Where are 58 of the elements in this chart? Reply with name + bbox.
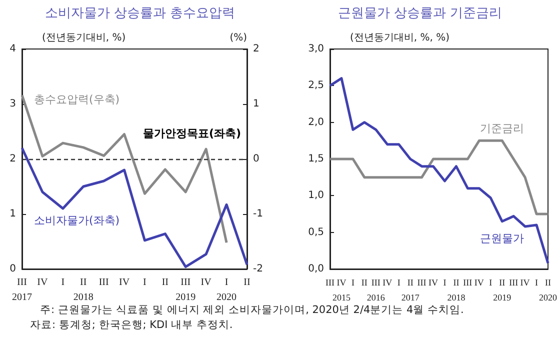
x-tick-label: III (417, 278, 426, 288)
x-tick-label: III (463, 278, 472, 288)
series-label: 소비자물가(좌축) (34, 214, 120, 227)
text: 주: 근원물가는 식료품 및 에너지 제외 소비자물가이며, 2020년 2/4분기는 4월 수치임. (39, 303, 464, 318)
x-tick-label: IV (37, 277, 49, 288)
x-tick-label: I (143, 277, 146, 288)
x-tick-label: I (443, 278, 446, 288)
y-axis-title: (전년동기대비, %) (42, 32, 126, 44)
line-series (328, 139, 550, 216)
y-tick-label: 1 (10, 208, 16, 220)
x-tick-label: IV (428, 278, 439, 288)
chart-title: 근원물가 상승률과 기준금리 (338, 6, 502, 21)
y-tick-label: 0,5 (308, 226, 324, 238)
x-tick-label: I (351, 278, 354, 288)
y-tick-label: 0 (10, 264, 16, 274)
y2-tick-label: -1 (253, 208, 263, 220)
x-tick-label: I (61, 277, 65, 288)
x-tick-label: III (98, 277, 109, 288)
y-tick-label: 0,0 (308, 264, 324, 274)
y-tick-label: 4 (10, 44, 16, 54)
y-axis-title: (전년동기대비, %, %) (350, 32, 450, 44)
x-tick-label: IV (382, 278, 393, 288)
x-tick-label: IV (200, 277, 212, 288)
x-tick-label: II (361, 278, 368, 288)
x-tick-label: IV (118, 277, 130, 288)
x-tick-label: II 2018 (73, 277, 94, 303)
line-series (328, 77, 550, 264)
y2-tick-label: 0 (253, 154, 260, 164)
x-tick-label: I 2020 (216, 277, 237, 303)
x-tick-label: I (397, 278, 400, 288)
x-tick-label: II 2020 (539, 278, 558, 302)
y-tick-label: 2 (10, 154, 16, 164)
y2-axis-title: (%) (230, 32, 248, 44)
y-tick-label: 1,0 (308, 190, 324, 202)
y-tick-label: 2,0 (308, 116, 324, 128)
y-tick-label: 1,5 (308, 154, 324, 164)
y-tick-label: 2,5 (308, 80, 324, 92)
chart-title: 소비자물가 상승률과 총수요압력 (44, 6, 236, 21)
y-tick-label: 3 (10, 98, 16, 110)
y-tick-label: 3,0 (308, 44, 324, 54)
x-tick-label: III (509, 278, 518, 288)
x-tick-label: III (326, 278, 334, 288)
x-tick-label: I (535, 278, 538, 288)
x-tick-label: II (162, 277, 169, 288)
y2-tick-label: 1 (253, 98, 260, 110)
series-label: 근원물가 (480, 232, 524, 245)
x-tick-label: II (244, 277, 250, 288)
ref-line-label: 물가안정목표(좌축) (142, 127, 241, 140)
x-tick-label: IV (520, 278, 530, 288)
y2-tick-label: -2 (253, 264, 263, 274)
x-tick-label: I (489, 278, 492, 288)
y2-tick-label: 2 (253, 44, 260, 54)
x-tick-label: III 2017 (12, 277, 32, 303)
series-label: 기준금리 (480, 122, 524, 135)
x-tick-label: IV (474, 278, 484, 288)
text: 자료: 통계청; 한국은행; KDI 내부 추정치. (30, 318, 234, 333)
series-label: 총수요압력(우축) (34, 93, 120, 106)
x-tick-label: III 2019 (176, 277, 196, 303)
